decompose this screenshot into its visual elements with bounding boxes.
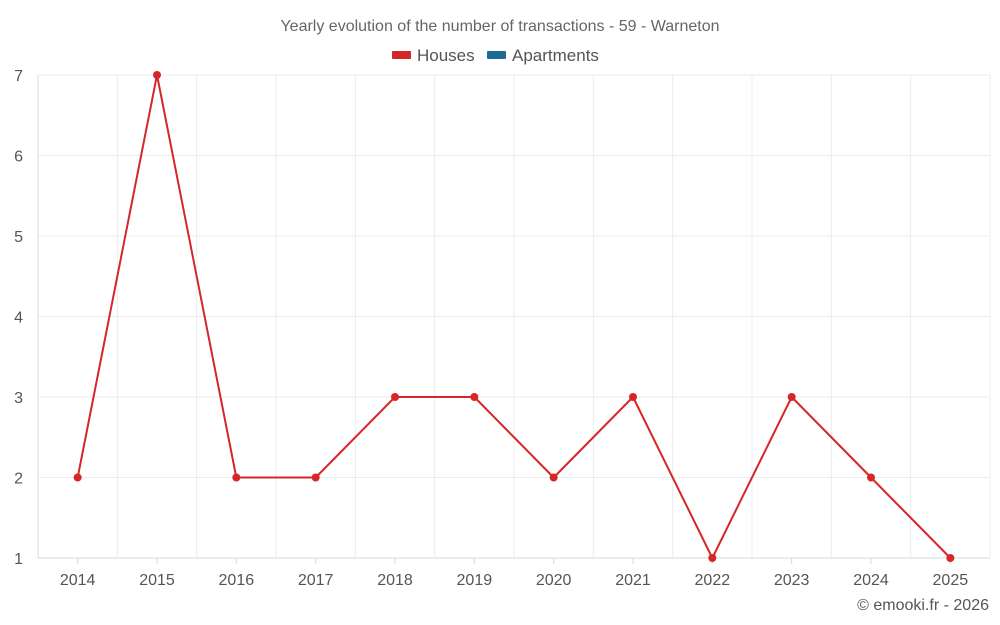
data-point[interactable] <box>391 393 399 401</box>
legend: Houses Apartments <box>392 46 599 65</box>
x-tick-label: 2022 <box>695 572 731 589</box>
x-tick-label: 2025 <box>933 572 969 589</box>
legend-swatch-houses <box>392 51 411 59</box>
y-tick-label: 2 <box>14 471 23 488</box>
series-line-houses <box>76 74 952 559</box>
grid <box>38 74 991 558</box>
x-tick-label: 2024 <box>853 572 889 589</box>
x-tick-label: 2019 <box>457 572 493 589</box>
y-tick-label: 4 <box>14 310 23 327</box>
data-point[interactable] <box>708 554 717 562</box>
x-tick-label: 2015 <box>139 572 175 589</box>
legend-swatch-apartments <box>487 51 506 59</box>
data-point[interactable] <box>787 393 796 401</box>
y-tick-label: 3 <box>14 390 23 407</box>
y-tick-label: 5 <box>14 229 23 246</box>
x-tick-label: 2018 <box>377 572 413 589</box>
y-tick-label: 1 <box>14 551 23 568</box>
data-point[interactable] <box>946 554 955 562</box>
chart-title: Yearly evolution of the number of transa… <box>280 18 719 35</box>
tick-labels: 1 2 3 4 5 6 7 2014 2015 2016 2017 2018 2019 2020 2021 2… <box>14 68 968 589</box>
data-point[interactable] <box>549 473 558 482</box>
legend-item-houses[interactable]: Houses <box>392 46 475 65</box>
data-point[interactable] <box>232 473 241 482</box>
x-tick-label: 2020 <box>536 572 572 589</box>
series-houses <box>73 71 955 562</box>
legend-label-apartments: Apartments <box>512 46 599 65</box>
x-tick-label: 2016 <box>219 572 255 589</box>
x-tick-label: 2021 <box>615 572 651 589</box>
data-point[interactable] <box>153 71 161 79</box>
legend-label-houses: Houses <box>417 46 475 65</box>
data-point[interactable] <box>867 473 875 482</box>
x-tick-label: 2014 <box>60 572 96 589</box>
x-tick-label: 2017 <box>298 572 334 589</box>
copyright-text: © emooki.fr - 2026 <box>857 597 989 614</box>
data-point[interactable] <box>629 393 637 401</box>
data-point[interactable] <box>311 473 320 482</box>
x-tick-label: 2023 <box>774 572 810 589</box>
axes <box>37 75 990 564</box>
data-point[interactable] <box>73 473 82 482</box>
y-tick-label: 7 <box>14 68 23 85</box>
legend-item-apartments[interactable]: Apartments <box>487 46 599 65</box>
y-tick-label: 6 <box>14 149 23 166</box>
data-point[interactable] <box>470 393 479 401</box>
